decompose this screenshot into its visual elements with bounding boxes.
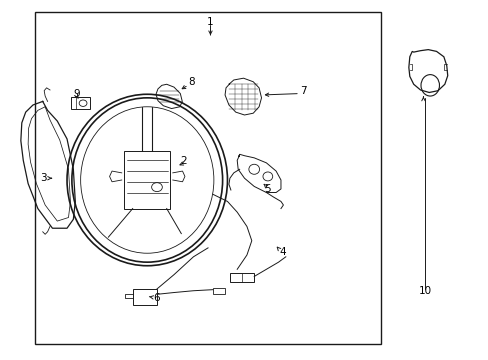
Bar bbox=[132, 289, 157, 305]
Text: 6: 6 bbox=[153, 293, 160, 303]
Text: 4: 4 bbox=[279, 247, 285, 257]
Bar bbox=[212, 288, 224, 294]
Bar bbox=[229, 273, 254, 282]
Text: 2: 2 bbox=[180, 156, 186, 166]
Bar bbox=[35, 12, 380, 344]
Text: 3: 3 bbox=[41, 173, 47, 183]
Bar bbox=[71, 98, 90, 109]
Text: 1: 1 bbox=[207, 17, 213, 27]
Text: 9: 9 bbox=[73, 89, 80, 99]
Text: 10: 10 bbox=[418, 287, 431, 296]
Text: 5: 5 bbox=[264, 184, 271, 194]
Text: 7: 7 bbox=[300, 86, 306, 96]
Text: 8: 8 bbox=[188, 77, 195, 87]
